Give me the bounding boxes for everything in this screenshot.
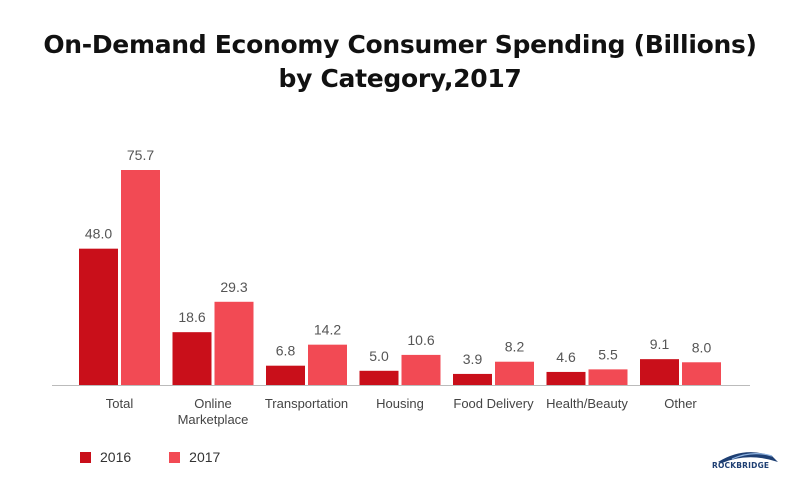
data-label-2017-2: 14.2 [314, 322, 341, 338]
legend-label-2017: 2017 [189, 449, 221, 465]
bar-2016-6 [640, 359, 679, 385]
legend-swatch-2016 [80, 451, 91, 463]
legend-item-2016: 2016 [80, 449, 131, 465]
category-label-3: Housing [376, 396, 424, 411]
data-label-2017-4: 8.2 [505, 339, 525, 355]
category-label-1: Online [194, 396, 232, 411]
bar-2017-4 [495, 361, 534, 385]
bridge-arc-icon [718, 452, 778, 463]
bar-2017-0 [121, 170, 160, 385]
data-label-2017-6: 8.0 [692, 339, 712, 355]
rockbridge-logo: ROCKBRIDGE [712, 446, 792, 476]
data-label-2017-1: 29.3 [220, 279, 247, 295]
bar-2017-2 [308, 344, 347, 385]
category-label-4: Food Delivery [453, 396, 534, 411]
chart-title: On-Demand Economy Consumer Spending (Bil… [43, 30, 757, 59]
data-label-2016-4: 3.9 [463, 351, 483, 367]
bar-2016-5 [546, 371, 586, 385]
category-label-2: Transportation [265, 396, 348, 411]
chart-subtitle: by Category,2017 [278, 64, 522, 93]
bar-2017-3 [401, 354, 441, 385]
bar-2016-3 [359, 370, 399, 385]
legend-swatch-2017 [169, 451, 181, 463]
data-label-2017-0: 75.7 [127, 147, 154, 163]
bar-2017-6 [682, 362, 721, 385]
data-label-2016-5: 4.6 [556, 349, 576, 365]
logo-text: ROCKBRIDGE [712, 461, 770, 470]
data-label-2017-3: 10.6 [407, 332, 434, 348]
bar-2016-2 [266, 365, 305, 385]
bar-2017-1 [214, 301, 254, 385]
bar-2016-0 [79, 248, 118, 385]
bar-2016-1 [172, 332, 212, 385]
bar-2016-4 [453, 373, 492, 385]
data-label-2017-5: 5.5 [598, 346, 618, 362]
category-label-5: Health/Beauty [546, 396, 628, 411]
data-label-2016-6: 9.1 [650, 336, 670, 352]
legend-item-2017: 2017 [169, 449, 220, 465]
legend-label-2016: 2016 [100, 449, 132, 465]
category-label-1: Marketplace [178, 412, 249, 427]
category-label-6: Other [664, 396, 697, 411]
legend: 2016 2017 [80, 449, 258, 465]
data-label-2016-2: 6.8 [276, 343, 296, 359]
data-label-2016-1: 18.6 [178, 309, 205, 325]
bar-2017-5 [588, 369, 628, 385]
data-label-2016-0: 48.0 [85, 226, 112, 242]
data-label-2016-3: 5.0 [369, 348, 389, 364]
category-label-0: Total [106, 396, 134, 411]
